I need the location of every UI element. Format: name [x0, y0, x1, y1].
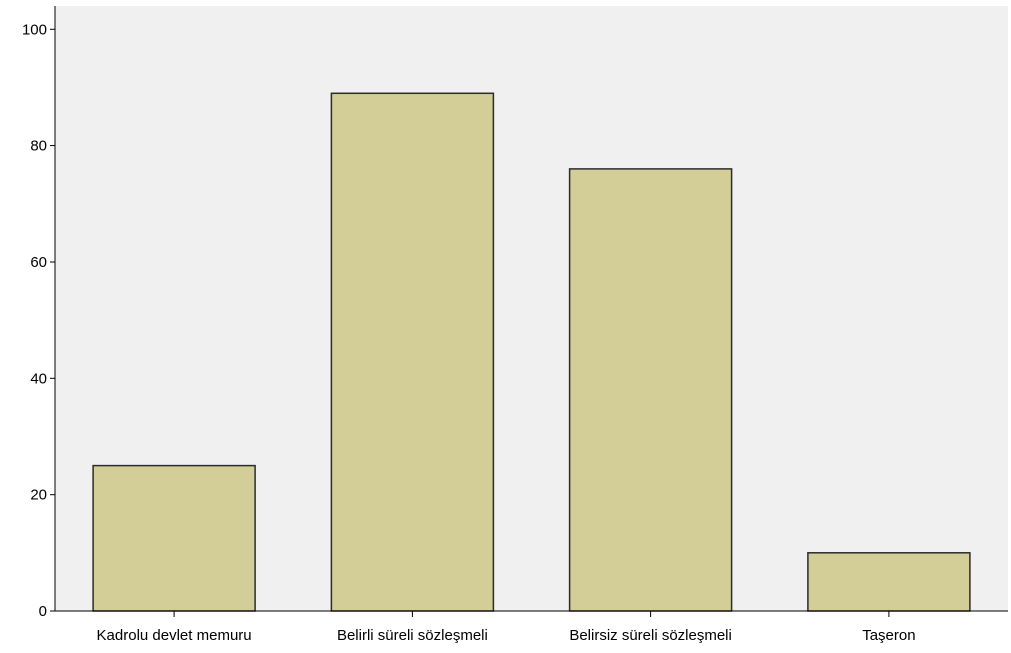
y-tick-label: 0	[39, 603, 47, 620]
bar	[568, 168, 733, 612]
y-axis-ticks: 0 20 40 60 80 100	[22, 21, 55, 620]
bar	[330, 92, 495, 612]
y-tick-label: 60	[30, 254, 47, 271]
bar	[807, 552, 971, 612]
x-tick-label: Belirsiz süreli sözleşmeli	[569, 627, 732, 644]
y-tick-label: 20	[30, 487, 47, 504]
x-axis-ticks: Kadrolu devlet memuru Belirli süreli sözl…	[97, 611, 916, 644]
y-tick-label: 80	[30, 138, 47, 155]
bars	[92, 92, 971, 612]
x-tick-label: Kadrolu devlet memuru	[97, 627, 252, 644]
bar	[92, 464, 256, 612]
x-tick-label: Taşeron	[862, 627, 915, 644]
y-tick-label: 100	[22, 21, 47, 38]
y-tick-label: 40	[30, 370, 47, 387]
x-tick-label: Belirli süreli sözleşmeli	[337, 627, 488, 644]
